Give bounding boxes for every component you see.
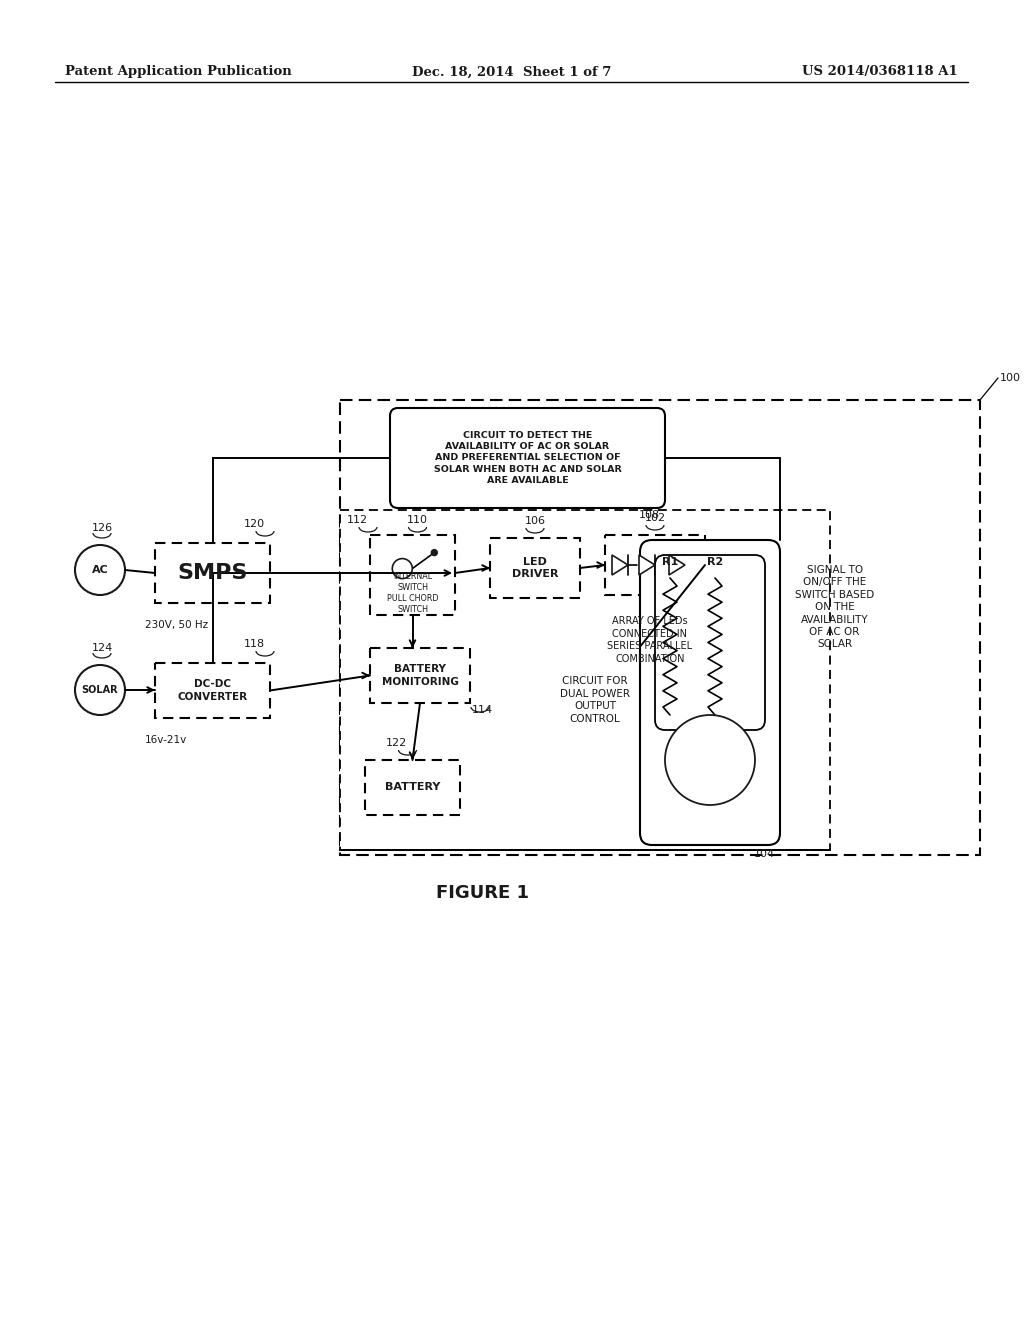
Text: BATTERY
MONITORING: BATTERY MONITORING <box>382 664 459 686</box>
Circle shape <box>75 665 125 715</box>
Text: SOLAR: SOLAR <box>82 685 119 696</box>
FancyBboxPatch shape <box>655 554 765 730</box>
Text: CIRCUIT TO DETECT THE
AVAILABILITY OF AC OR SOLAR
AND PREFERENTIAL SELECTION OF
: CIRCUIT TO DETECT THE AVAILABILITY OF AC… <box>433 432 622 484</box>
Bar <box>490 539 580 598</box>
Bar <box>155 543 270 603</box>
Bar <box>370 648 470 704</box>
Polygon shape <box>669 554 685 576</box>
Text: 106: 106 <box>524 516 546 525</box>
Text: DC-DC
CONVERTER: DC-DC CONVERTER <box>177 680 248 702</box>
Text: 102: 102 <box>644 513 666 523</box>
FancyBboxPatch shape <box>390 408 665 508</box>
Text: SMPS: SMPS <box>177 564 248 583</box>
Circle shape <box>665 715 755 805</box>
Text: 16v-21v: 16v-21v <box>145 735 187 744</box>
Bar <box>605 535 705 595</box>
Bar <box>370 535 455 615</box>
Text: 230V, 50 Hz: 230V, 50 Hz <box>145 620 208 630</box>
Circle shape <box>431 549 437 556</box>
Text: LED
DRIVER: LED DRIVER <box>512 557 558 579</box>
Text: 108: 108 <box>639 510 660 520</box>
Text: 126: 126 <box>91 523 113 533</box>
Text: 124: 124 <box>91 643 113 653</box>
Text: R2: R2 <box>707 557 723 568</box>
Text: BATTERY: BATTERY <box>385 783 440 792</box>
Text: 104: 104 <box>754 849 775 859</box>
Text: Patent Application Publication: Patent Application Publication <box>65 66 292 78</box>
Text: 100: 100 <box>1000 374 1021 383</box>
Text: AC: AC <box>91 565 109 576</box>
Text: ARRAY OF LEDs
CONNECTED IN
SERIES PARALLEL
COMBINATION: ARRAY OF LEDs CONNECTED IN SERIES PARALL… <box>607 616 692 664</box>
Bar <box>155 663 270 718</box>
Text: 112: 112 <box>347 515 368 525</box>
Text: 110: 110 <box>407 515 428 525</box>
Text: R1: R1 <box>662 557 678 568</box>
Bar <box>340 400 980 855</box>
Bar <box>340 510 830 850</box>
Text: 120: 120 <box>244 519 265 529</box>
Polygon shape <box>612 554 628 576</box>
Text: US 2014/0368118 A1: US 2014/0368118 A1 <box>802 66 958 78</box>
Text: INTERNAL
SWITCH
PULL CHORD
SWITCH: INTERNAL SWITCH PULL CHORD SWITCH <box>387 572 438 614</box>
Bar <box>365 760 460 814</box>
Circle shape <box>392 558 413 578</box>
Polygon shape <box>639 554 655 576</box>
FancyBboxPatch shape <box>640 540 780 845</box>
Text: 122: 122 <box>386 738 408 748</box>
Text: 118: 118 <box>244 639 265 649</box>
Text: SIGNAL TO
ON/OFF THE
SWITCH BASED
ON THE
AVAILABILITY
OF AC OR
SOLAR: SIGNAL TO ON/OFF THE SWITCH BASED ON THE… <box>795 565 874 649</box>
Text: FIGURE 1: FIGURE 1 <box>435 884 528 902</box>
Text: Dec. 18, 2014  Sheet 1 of 7: Dec. 18, 2014 Sheet 1 of 7 <box>413 66 611 78</box>
Circle shape <box>75 545 125 595</box>
Text: 114: 114 <box>472 705 494 715</box>
Text: CIRCUIT FOR
DUAL POWER
OUTPUT
CONTROL: CIRCUIT FOR DUAL POWER OUTPUT CONTROL <box>560 676 630 723</box>
